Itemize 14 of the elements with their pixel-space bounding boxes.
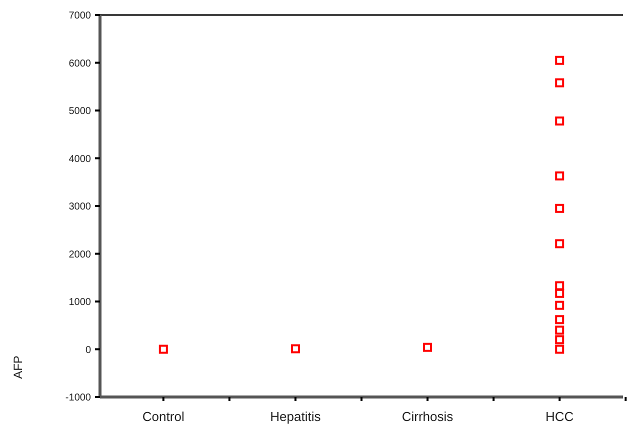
x-tick-label: HCC bbox=[546, 409, 574, 424]
y-tick-label: 0 bbox=[85, 344, 92, 356]
y-tick-label: 5000 bbox=[68, 106, 92, 117]
y-tick-label: 2000 bbox=[68, 249, 92, 260]
y-tick-label: 6000 bbox=[68, 58, 92, 70]
y-tick-label: 1000 bbox=[68, 297, 92, 308]
y-tick-label: 7000 bbox=[68, 10, 92, 22]
y-tick-label: 4000 bbox=[68, 154, 92, 165]
x-tick-label: Cirrhosis bbox=[402, 409, 454, 424]
y-tick-label: -1000 bbox=[65, 392, 92, 404]
x-tick-label: Hepatitis bbox=[270, 409, 322, 424]
y-axis-title: AFP bbox=[11, 356, 25, 379]
y-tick-label: 3000 bbox=[68, 202, 92, 212]
x-tick-label: Control bbox=[142, 409, 184, 424]
